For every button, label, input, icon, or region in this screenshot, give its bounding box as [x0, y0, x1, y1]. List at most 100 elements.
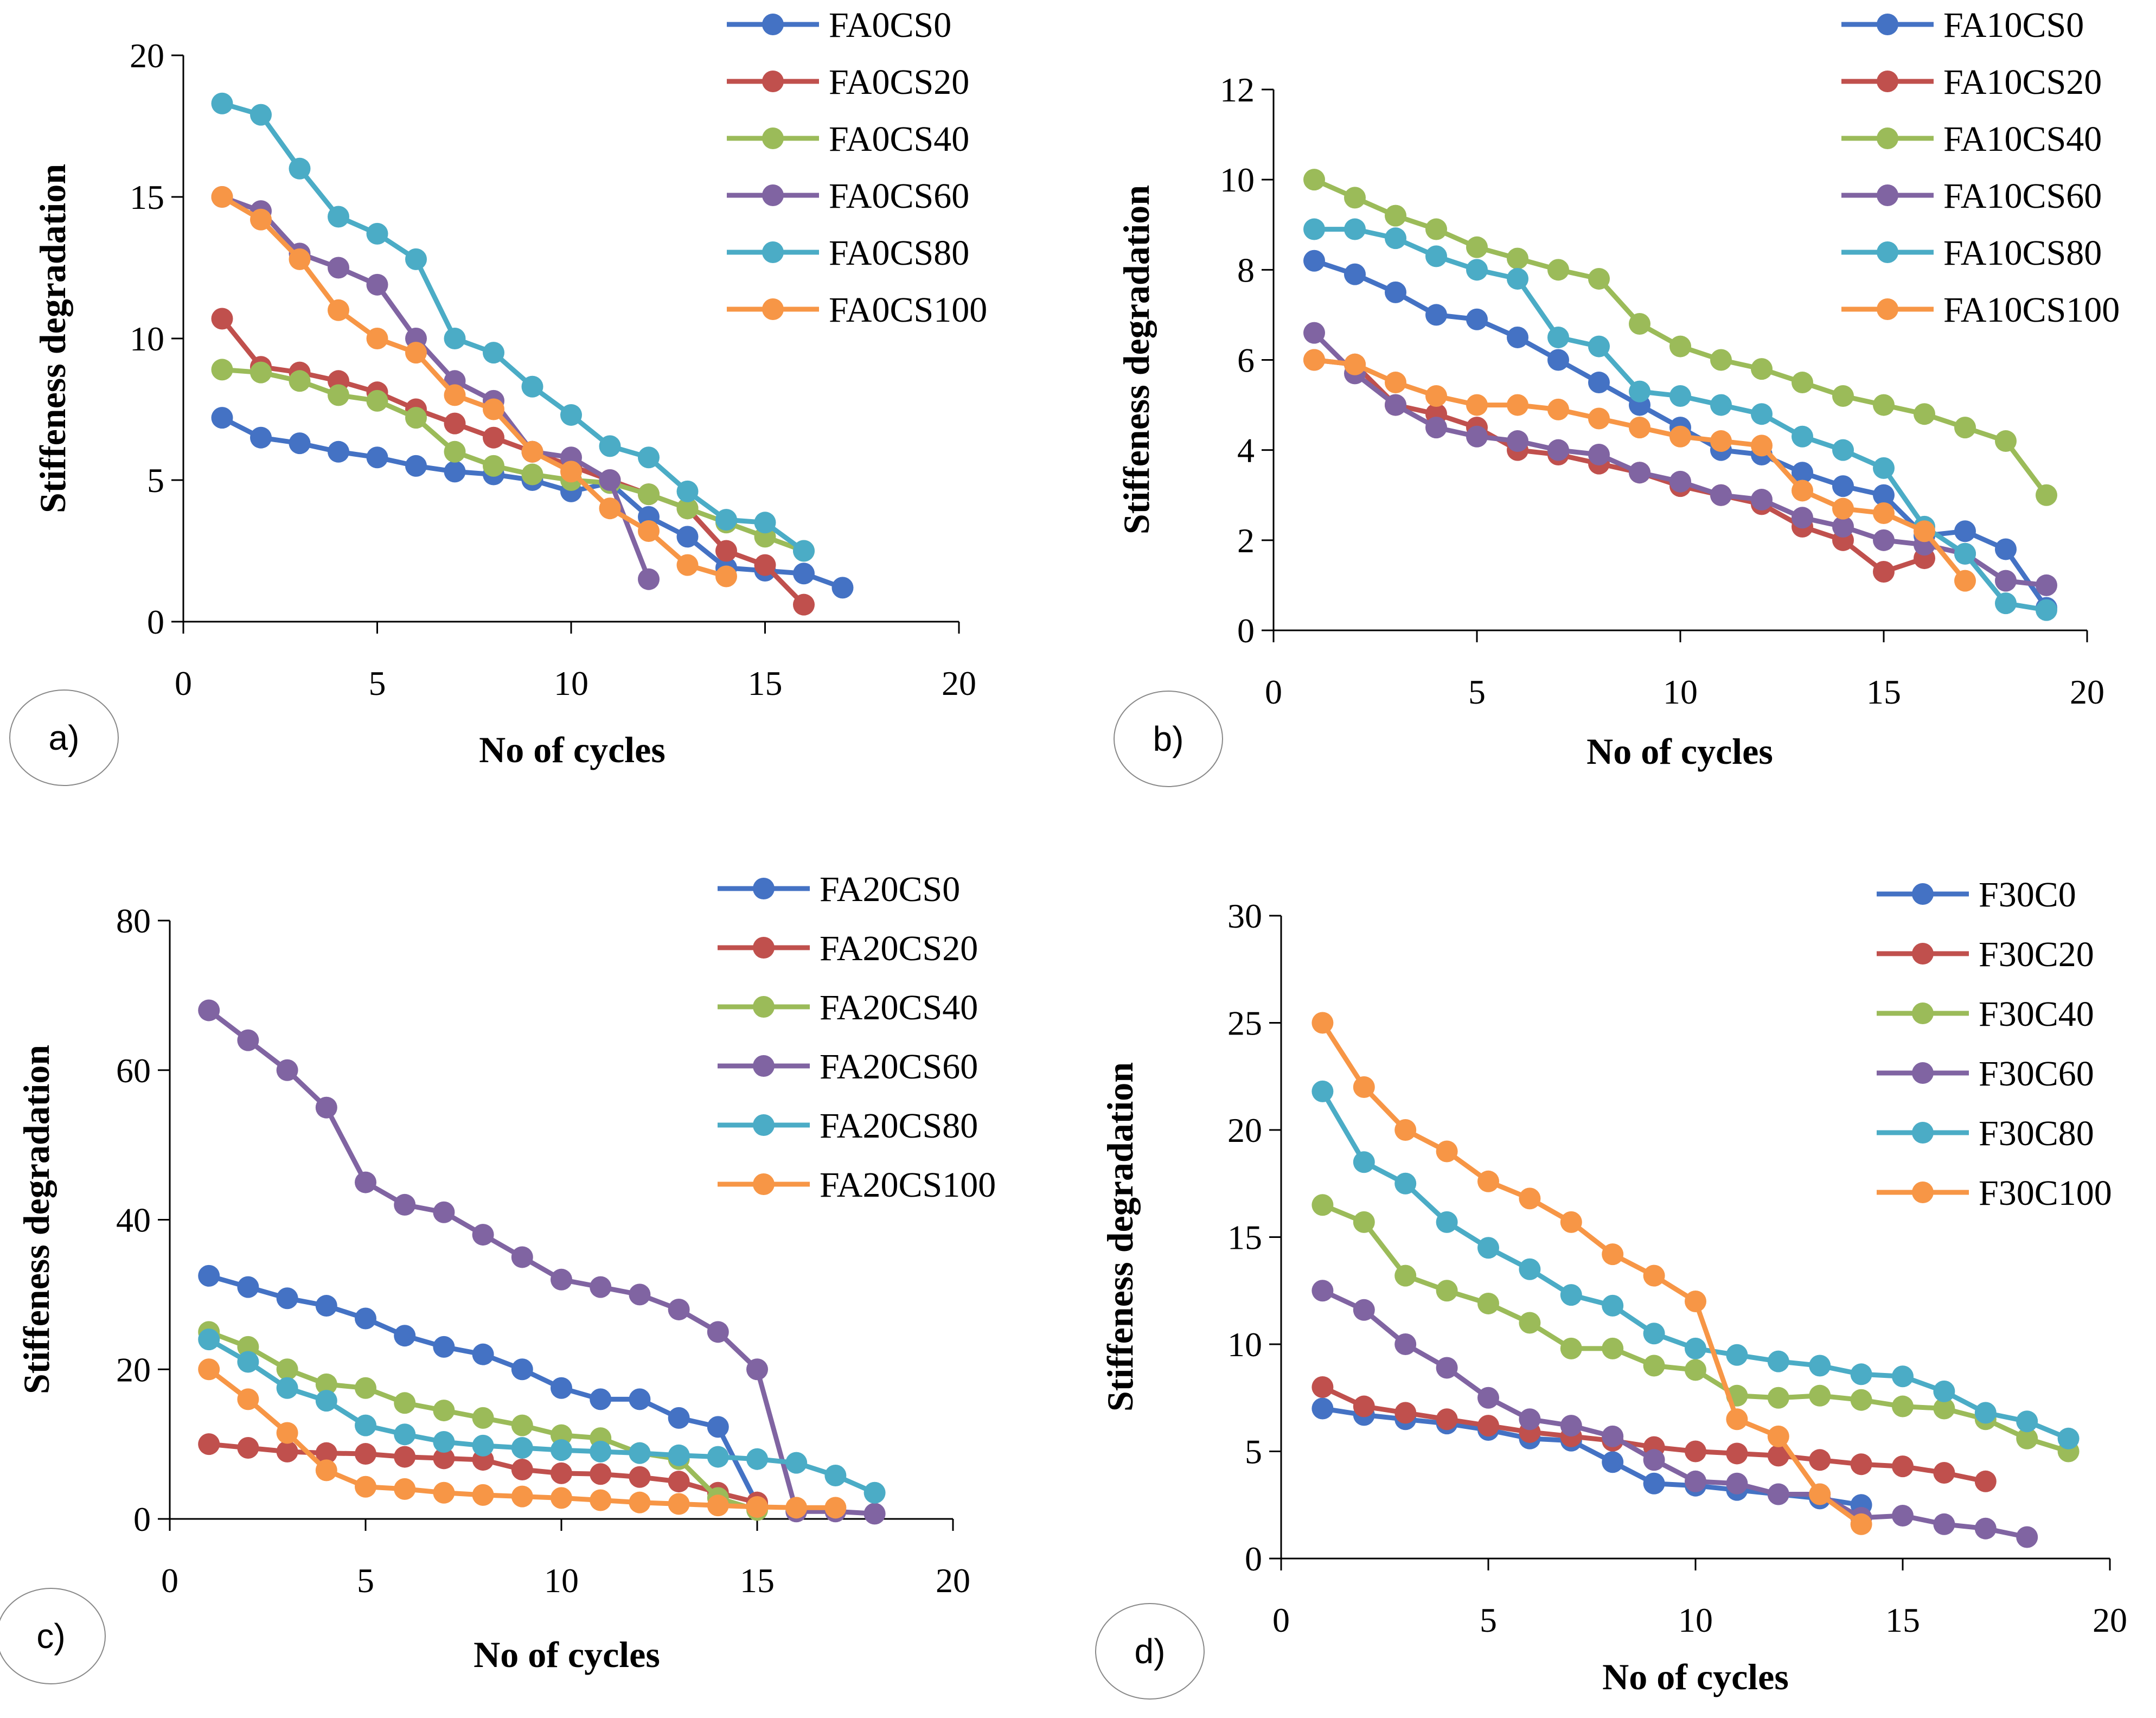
legend-marker: [753, 1173, 775, 1195]
x-tick-label: 0: [161, 1561, 178, 1600]
data-point: [405, 455, 427, 477]
data-point: [315, 1459, 337, 1481]
x-axis-title: No of cycles: [479, 729, 666, 770]
data-point: [1974, 1402, 1997, 1424]
data-point: [599, 469, 621, 491]
data-point: [1602, 1337, 1624, 1359]
data-point: [198, 999, 220, 1021]
data-point: [551, 1462, 572, 1484]
legend-entry: FA0CS0: [829, 5, 951, 45]
panel-label-ellipse: [9, 689, 119, 786]
data-point: [1792, 507, 1813, 529]
data-point: [198, 1433, 220, 1455]
data-point: [1519, 1312, 1541, 1334]
data-point: [1507, 267, 1528, 290]
legend-entry: FA0CS60: [829, 176, 969, 216]
x-tick-label: 20: [2070, 673, 2104, 711]
data-point: [315, 1442, 337, 1464]
x-tick-label: 10: [544, 1561, 579, 1600]
series-line: [220, 317, 806, 606]
data-point: [715, 509, 737, 531]
x-tick-label: 15: [740, 1561, 775, 1600]
data-point: [1602, 1425, 1624, 1447]
data-point: [551, 1424, 572, 1446]
legend: FA0CS0 FA0CS20 FA0CS40 FA0CS60 FA0CS80 FA0CS1…: [727, 5, 987, 330]
panel-label: b): [1153, 719, 1184, 758]
data-point: [1507, 326, 1528, 348]
legend-entry: FA0CS80: [829, 233, 969, 273]
data-point: [1751, 435, 1773, 457]
series-FA20CS0: [198, 1264, 768, 1515]
data-point: [1394, 1402, 1417, 1424]
data-point: [793, 563, 815, 585]
data-point: [433, 1447, 455, 1470]
data-point: [1425, 417, 1447, 439]
data-point: [1767, 1425, 1789, 1447]
panel-label-ellipse: [1095, 1603, 1205, 1700]
legend-marker: [1877, 241, 1898, 263]
data-point: [1685, 1337, 1706, 1359]
data-point: [276, 1287, 298, 1310]
data-point: [1466, 425, 1488, 448]
legend-marker: [762, 298, 784, 320]
legend-marker: [1912, 1062, 1934, 1084]
data-point: [405, 248, 427, 270]
series-FA10CS60: [1303, 322, 2057, 596]
data-point: [1629, 417, 1650, 439]
series-line: [221, 101, 805, 553]
data-point: [863, 1481, 886, 1504]
data-point: [1685, 1440, 1706, 1462]
data-point: [793, 593, 815, 616]
data-point: [1809, 1384, 1831, 1407]
data-point: [1385, 227, 1406, 250]
data-point: [1892, 1455, 1914, 1478]
data-point: [629, 1283, 651, 1306]
legend-entry: F30C0: [1979, 875, 2076, 915]
x-tick-label: 0: [175, 664, 192, 702]
data-point: [405, 342, 427, 364]
data-point: [746, 1448, 768, 1470]
data-point: [276, 1440, 298, 1462]
data-point: [638, 520, 660, 542]
data-point: [1954, 520, 1976, 542]
legend-entry: FA20CS60: [820, 1047, 978, 1087]
legend-entry: FA10CS100: [1943, 290, 2120, 330]
series-FA10CS100: [1303, 349, 1976, 592]
data-point: [1425, 385, 1447, 407]
data-point: [1394, 1119, 1417, 1141]
x-tick-label: 15: [1866, 673, 1901, 711]
data-point: [472, 1484, 494, 1506]
data-point: [211, 359, 233, 381]
legend-marker: [1877, 127, 1898, 149]
data-point: [590, 1489, 612, 1511]
y-tick-label: 10: [130, 320, 164, 358]
data-point: [1588, 407, 1610, 430]
data-point: [1507, 430, 1528, 452]
data-point: [198, 1329, 220, 1351]
data-point: [521, 440, 543, 463]
y-tick-label: 15: [130, 178, 164, 216]
x-tick-label: 20: [936, 1561, 970, 1600]
data-point: [1974, 1470, 1997, 1492]
series-FA20CS80: [198, 1329, 886, 1504]
y-tick-label: 4: [1237, 431, 1255, 470]
data-point: [211, 407, 233, 429]
data-point: [366, 222, 388, 245]
data-point: [2016, 1410, 2038, 1433]
data-point: [1726, 1408, 1748, 1430]
legend-entry: FA10CS40: [1943, 119, 2102, 159]
data-point: [2057, 1427, 2080, 1449]
data-point: [1629, 462, 1650, 484]
legend-marker: [762, 127, 784, 149]
data-point: [394, 1392, 416, 1414]
data-point: [444, 328, 466, 349]
data-point: [521, 463, 543, 486]
y-axis-title: Stiffeness degradation: [1099, 1062, 1141, 1412]
data-point: [1507, 247, 1528, 270]
data-point: [1466, 394, 1488, 416]
x-tick-label: 20: [2093, 1601, 2127, 1639]
data-point: [1669, 335, 1691, 357]
x-tick-label: 10: [1663, 673, 1698, 711]
data-point: [511, 1459, 533, 1481]
data-point: [824, 1465, 847, 1487]
